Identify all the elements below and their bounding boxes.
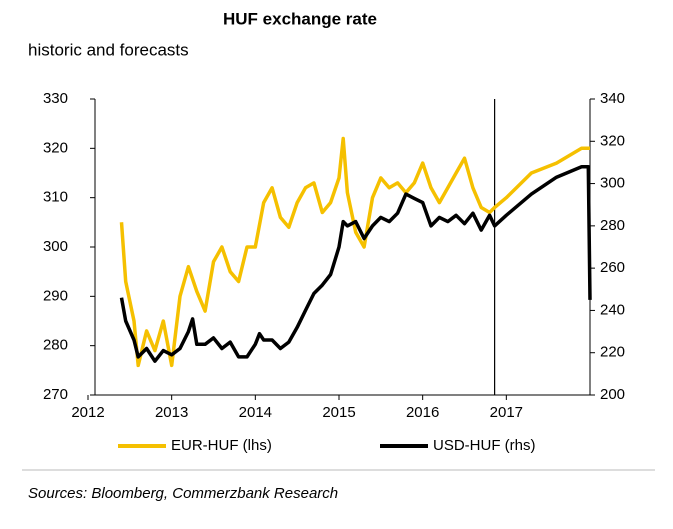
legend-label: USD-HUF (rhs) bbox=[433, 437, 536, 454]
y-tick-label: 290 bbox=[43, 287, 68, 304]
y-tick-label: 300 bbox=[43, 238, 68, 255]
x-tick-label: 2013 bbox=[155, 404, 188, 421]
x-tick-label: 2016 bbox=[406, 404, 439, 421]
y2-tick-label: 300 bbox=[600, 175, 625, 192]
source-note: Sources: Bloomberg, Commerzbank Research bbox=[28, 485, 338, 502]
y2-tick-label: 260 bbox=[600, 259, 625, 276]
y-tick-label: 330 bbox=[43, 90, 68, 107]
x-tick-label: 2017 bbox=[490, 404, 523, 421]
y2-tick-label: 220 bbox=[600, 344, 625, 361]
legend-label: EUR-HUF (lhs) bbox=[171, 437, 272, 454]
y2-tick-label: 340 bbox=[600, 90, 625, 107]
y-tick-label: 280 bbox=[43, 337, 68, 354]
series-line bbox=[119, 164, 592, 363]
y2-tick-label: 240 bbox=[600, 301, 625, 318]
y2-tick-label: 320 bbox=[600, 132, 625, 149]
x-tick-label: 2014 bbox=[239, 404, 272, 421]
y2-tick-label: 200 bbox=[600, 386, 625, 403]
y-tick-label: 320 bbox=[43, 139, 68, 156]
y2-tick-label: 280 bbox=[600, 217, 625, 234]
y-tick-label: 270 bbox=[43, 386, 68, 403]
chart-title: HUF exchange rate bbox=[223, 9, 377, 28]
chart-subtitle: historic and forecasts bbox=[28, 40, 189, 59]
x-tick-label: 2015 bbox=[322, 404, 355, 421]
x-tick-label: 2012 bbox=[71, 404, 104, 421]
y-tick-label: 310 bbox=[43, 189, 68, 206]
series-line bbox=[119, 136, 590, 368]
